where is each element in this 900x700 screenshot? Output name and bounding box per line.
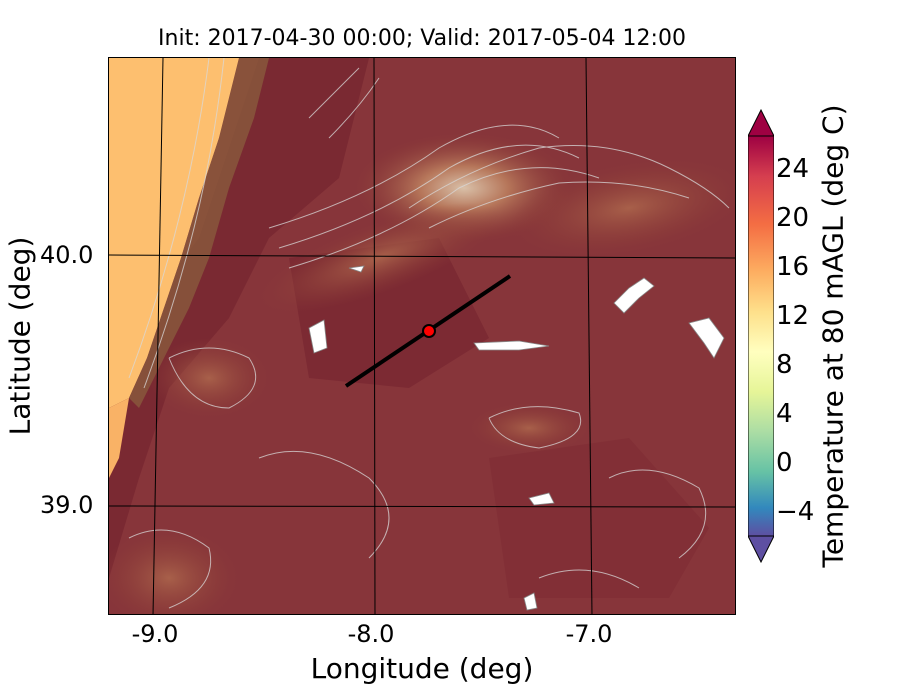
x-tick-label: -8.0: [347, 620, 395, 648]
chart-title: Init: 2017-04-30 00:00; Valid: 2017-05-0…: [158, 26, 686, 51]
colorbar-extend-max: [748, 108, 774, 137]
lowland-band: [109, 58, 369, 578]
water-bodies: [308, 265, 725, 611]
colorbar-tick-label: 8: [776, 350, 793, 380]
colorbar-tick-label: 16: [776, 252, 810, 282]
colorbar-extend-min: [748, 535, 774, 564]
x-tick-label: -7.0: [565, 620, 613, 648]
colorbar-tick-label: −4: [776, 497, 815, 527]
x-tick-label: -9.0: [131, 620, 179, 648]
colorbar-tick-label: 20: [776, 203, 810, 233]
terrain-contours: [128, 58, 730, 609]
y-tick-label: 40.0: [40, 241, 94, 269]
colorbar-tick-label: 12: [776, 301, 810, 331]
colorbar-label: Temperature at 80 mAGL (deg C): [816, 104, 850, 568]
ocean: [109, 58, 239, 408]
map-plot-area[interactable]: [108, 57, 736, 615]
map-svg: [109, 58, 735, 614]
colorbar: [748, 108, 774, 564]
colorbar-tick-label: 24: [776, 154, 810, 184]
colorbar-gradient: [748, 135, 774, 537]
y-axis-label: Latitude (deg): [3, 236, 37, 436]
location-marker: [422, 324, 436, 338]
colorbar-tick-label: 0: [776, 448, 793, 478]
colorbar-tick-label: 4: [776, 399, 793, 429]
y-tick-label: 39.0: [40, 491, 94, 519]
x-axis-label: Longitude (deg): [310, 652, 534, 685]
graticule: [109, 58, 735, 614]
